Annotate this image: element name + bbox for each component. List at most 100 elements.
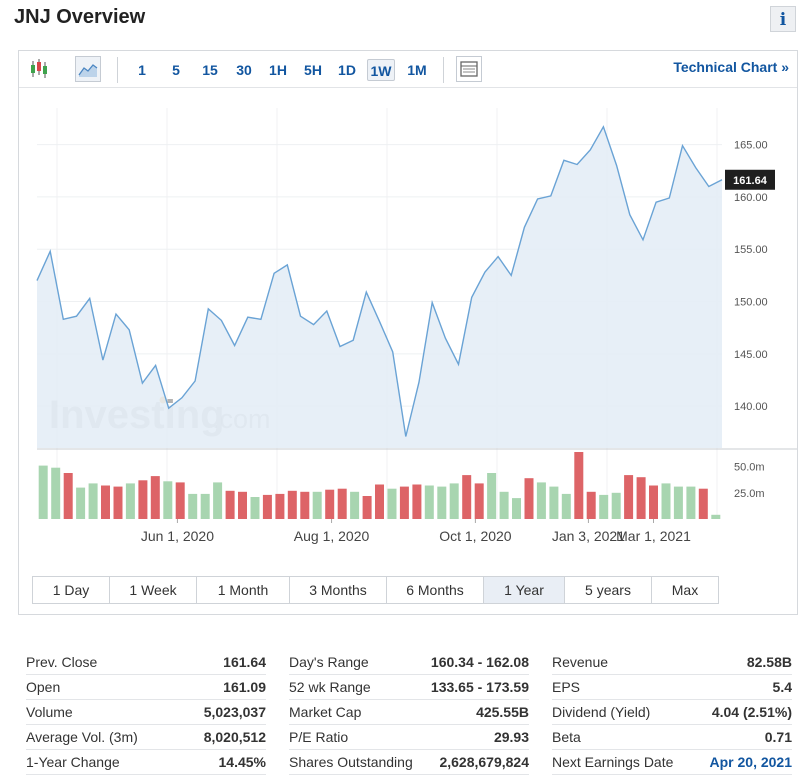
timeframe-5[interactable]: 5 bbox=[172, 62, 180, 78]
volume-bar bbox=[150, 476, 160, 519]
volume-bar bbox=[437, 486, 447, 519]
info-button[interactable]: i bbox=[770, 6, 796, 32]
x-tick-label: Aug 1, 2020 bbox=[294, 528, 370, 544]
volume-bar bbox=[412, 484, 422, 519]
area-chart-icon[interactable] bbox=[75, 56, 101, 82]
volume-bar bbox=[636, 477, 646, 519]
candlestick-icon[interactable] bbox=[27, 56, 53, 82]
x-tick-label: Oct 1, 2020 bbox=[439, 528, 512, 544]
volume-bar bbox=[499, 491, 509, 519]
stat-value: 5.4 bbox=[772, 679, 792, 695]
range-5-years[interactable]: 5 years bbox=[565, 577, 652, 603]
stat-row: Next Earnings Date Apr 20, 2021 bbox=[552, 750, 792, 775]
stat-row: P/E Ratio 29.93 bbox=[289, 725, 529, 750]
timeframe-1[interactable]: 1 bbox=[138, 62, 146, 78]
stat-label: 1-Year Change bbox=[26, 754, 120, 770]
chart-toolbar: 1 5 15 30 1H 5H 1D 1W 1M Technical Chart… bbox=[19, 51, 797, 88]
stat-row: Beta 0.71 bbox=[552, 725, 792, 750]
timeframe-1m[interactable]: 1M bbox=[407, 62, 427, 78]
volume-bar bbox=[399, 486, 409, 519]
stat-row: Open 161.09 bbox=[26, 675, 266, 700]
volume-bar bbox=[325, 489, 335, 519]
range-1-day[interactable]: 1 Day bbox=[33, 577, 110, 603]
volume-bar bbox=[138, 480, 148, 519]
range-6-months[interactable]: 6 Months bbox=[387, 577, 484, 603]
timeframe-1w[interactable]: 1W bbox=[367, 59, 395, 81]
volume-bar bbox=[586, 491, 596, 519]
range-1-year[interactable]: 1 Year bbox=[484, 577, 565, 603]
volume-bar bbox=[711, 514, 721, 519]
volume-bar bbox=[536, 482, 546, 519]
table-icon[interactable] bbox=[456, 56, 482, 82]
stat-label: Open bbox=[26, 679, 61, 695]
volume-bar bbox=[225, 490, 235, 519]
stats-column-1: Prev. Close 161.64 Open 161.09 Volume 5,023… bbox=[26, 650, 266, 775]
stat-value: 160.34 - 162.08 bbox=[430, 654, 529, 670]
volume-bar bbox=[51, 467, 61, 519]
x-tick-label: Jan 3, 2021 bbox=[552, 528, 625, 544]
last-price-badge bbox=[725, 169, 775, 190]
range-max[interactable]: Max bbox=[652, 577, 718, 603]
y-tick-label: 150.00 bbox=[734, 297, 768, 309]
y-tick-label: 155.00 bbox=[734, 244, 768, 256]
y-tick-label: 160.00 bbox=[734, 192, 768, 204]
page-title: JNJ Overview bbox=[14, 6, 146, 28]
price-line bbox=[36, 125, 723, 437]
stat-value: 8,020,512 bbox=[203, 729, 266, 745]
stat-row: Shares Outstanding 2,628,679,824 bbox=[289, 750, 529, 775]
stat-row: 1-Year Change 14.45% bbox=[26, 750, 266, 775]
volume-bar bbox=[698, 488, 708, 519]
volume-bar bbox=[287, 490, 297, 519]
volume-bar bbox=[375, 484, 384, 519]
volume-bar bbox=[312, 491, 322, 519]
stat-row: Day's Range 160.34 - 162.08 bbox=[289, 650, 529, 675]
volume-bar bbox=[624, 475, 634, 519]
stat-row: Prev. Close 161.64 bbox=[26, 650, 266, 675]
volume-bar bbox=[125, 483, 135, 519]
price-chart[interactable]: 140.00145.00150.00155.00160.00165.00Inve… bbox=[19, 88, 797, 574]
x-tick-label: Jun 1, 2020 bbox=[141, 528, 214, 544]
volume-bar bbox=[175, 482, 185, 519]
y-tick-label: 140.00 bbox=[734, 401, 768, 413]
timeframe-15[interactable]: 15 bbox=[202, 62, 218, 78]
stat-label: Shares Outstanding bbox=[289, 754, 413, 770]
volume-bar bbox=[300, 491, 310, 519]
stat-value: 161.64 bbox=[223, 654, 266, 670]
volume-bar bbox=[238, 491, 247, 519]
timeframe-5h[interactable]: 5H bbox=[304, 62, 322, 78]
volume-bar bbox=[113, 486, 123, 519]
timeframe-1h[interactable]: 1H bbox=[269, 62, 287, 78]
volume-bar bbox=[88, 483, 98, 519]
volume-tick-label: 25.0m bbox=[734, 488, 765, 500]
volume-bar bbox=[200, 493, 210, 519]
stat-value: 2,628,679,824 bbox=[439, 754, 529, 770]
range-3-months[interactable]: 3 Months bbox=[290, 577, 387, 603]
volume-bar bbox=[188, 493, 198, 519]
y-tick-label: 165.00 bbox=[734, 140, 768, 152]
toolbar-divider bbox=[117, 57, 118, 83]
stats-column-3: Revenue 82.58B EPS 5.4 Dividend (Yield) 4.0… bbox=[552, 650, 792, 775]
volume-bar bbox=[387, 488, 397, 519]
volume-bar bbox=[76, 487, 86, 519]
volume-bar bbox=[686, 486, 696, 519]
stat-label: Dividend (Yield) bbox=[552, 704, 651, 720]
y-tick-label: 145.00 bbox=[734, 349, 768, 361]
stat-row: Market Cap 425.55B bbox=[289, 700, 529, 725]
volume-bar bbox=[599, 494, 609, 519]
stat-label: Average Vol. (3m) bbox=[26, 729, 138, 745]
next-earnings-link[interactable]: Apr 20, 2021 bbox=[709, 754, 793, 770]
timeframe-1d[interactable]: 1D bbox=[338, 62, 356, 78]
stat-value: 14.45% bbox=[218, 754, 266, 770]
stat-label: Beta bbox=[552, 729, 581, 745]
volume-bar bbox=[350, 491, 360, 519]
technical-chart-link[interactable]: Technical Chart » bbox=[673, 59, 789, 75]
stat-label: 52 wk Range bbox=[289, 679, 371, 695]
timeframe-30[interactable]: 30 bbox=[236, 62, 252, 78]
stat-value: 4.04 (2.51%) bbox=[711, 704, 792, 720]
volume-bar bbox=[424, 485, 434, 519]
range-1-week[interactable]: 1 Week bbox=[110, 577, 197, 603]
range-1-month[interactable]: 1 Month bbox=[197, 577, 290, 603]
volume-bar bbox=[275, 493, 285, 519]
stat-row: Average Vol. (3m) 8,020,512 bbox=[26, 725, 266, 750]
stat-value: 82.58B bbox=[746, 654, 792, 670]
